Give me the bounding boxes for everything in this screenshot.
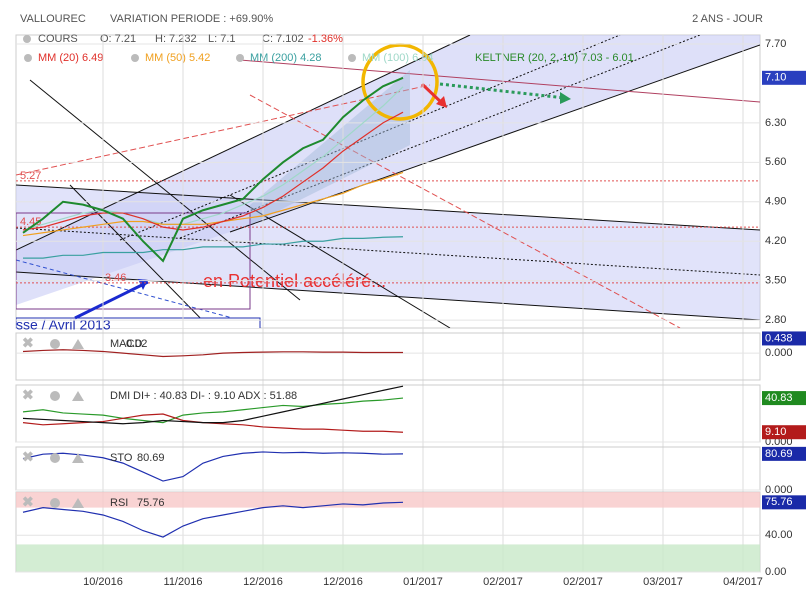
x-tick-label: 10/2016 (83, 576, 123, 588)
panel-title: MACD (110, 338, 142, 350)
series-line (22, 111, 404, 231)
y-tick-label: 4.20 (765, 235, 786, 247)
variation: VARIATION PERIODE : +69.90% (110, 13, 273, 25)
y-tick-label: 5.60 (765, 156, 786, 168)
series-line (22, 451, 404, 482)
x-tick-label: 02/2017 (483, 576, 523, 588)
y-tick-label: 0.000 (765, 484, 793, 496)
series-line (22, 171, 404, 237)
price-marker-label: 0.438 (765, 332, 793, 344)
y-tick-label: 7.70 (765, 38, 786, 50)
price-marker-label: 9.10 (765, 426, 786, 438)
x-tick-label: 03/2017 (643, 576, 683, 588)
price-marker-label: 75.76 (765, 496, 793, 508)
series-line (23, 236, 404, 259)
gear-icon (348, 54, 356, 62)
move-up-icon (72, 339, 84, 349)
x-tick-label: 12/2016 (323, 576, 363, 588)
series-line (22, 501, 404, 538)
series-line (22, 76, 404, 263)
legend-entry: MM (100) 6.94 (362, 52, 434, 64)
ohlc-close: C: 7.102 (262, 33, 304, 45)
settings-icon (50, 339, 60, 349)
level-label: 4.45 (20, 216, 41, 228)
legend-entry: KELTNER (20, 2, 10) 7.03 - 6.01 (475, 52, 634, 64)
y-tick-label: 3.50 (765, 275, 786, 287)
y-tick-label: 6.30 (765, 117, 786, 129)
legend-entry: MM (50) 5.42 (145, 52, 210, 64)
panel-legend: 75.76 (137, 497, 165, 509)
price-marker (762, 70, 806, 85)
ohlc-high: H: 7.232 (155, 33, 197, 45)
y-tick-label: 4.90 (765, 196, 786, 208)
settings-icon (50, 498, 60, 508)
change: -1.36% (308, 33, 343, 45)
series-line (22, 385, 404, 425)
oversold-zone (16, 544, 760, 572)
annotation-note: sse / Avril 2013 (16, 317, 111, 333)
price-marker (762, 446, 806, 461)
x-tick-label: 01/2017 (403, 576, 443, 588)
ohlc-low: L: 7.1 (208, 33, 236, 45)
period[interactable]: 2 ANS - JOUR (692, 13, 763, 25)
close-icon: ✖ (22, 335, 34, 351)
panel-title: DMI (110, 390, 130, 402)
level-label: 5.27 (20, 170, 41, 182)
gear-icon (236, 54, 244, 62)
move-up-icon (72, 453, 84, 463)
y-tick-label: 0.00 (765, 566, 786, 578)
legend-entry: MM (20) 6.49 (38, 52, 103, 64)
x-tick-label: 12/2016 (243, 576, 283, 588)
level-label: 3.46 (105, 272, 126, 284)
panel-legend: 80.69 (137, 452, 165, 464)
ohlc-open: O: 7.21 (100, 33, 136, 45)
x-tick-label: 04/2017 (723, 576, 763, 588)
y-tick-label: 2.80 (765, 314, 786, 326)
y-tick-label: 0.000 (765, 347, 793, 359)
gear-icon (24, 54, 32, 62)
x-tick-label: 02/2017 (563, 576, 603, 588)
series-line (22, 86, 404, 231)
panel-title: STO (110, 452, 133, 464)
x-tick-label: 11/2016 (164, 576, 203, 588)
series-line (22, 397, 404, 424)
close-icon: ✖ (22, 387, 34, 403)
price-marker (762, 391, 806, 406)
y-tick-label: 40.00 (765, 529, 793, 541)
stock-name: VALLOUREC (20, 13, 86, 25)
price-marker (762, 425, 806, 440)
price-marker-label: 80.69 (765, 448, 793, 460)
indicator-panel (15, 332, 761, 381)
overbought-zone (16, 492, 760, 508)
settings-icon (50, 453, 60, 463)
price-marker-label: 40.83 (765, 392, 793, 404)
price-marker (762, 331, 806, 346)
move-up-icon (72, 498, 84, 508)
settings-icon (50, 391, 60, 401)
series-line (22, 349, 403, 358)
panel-title: RSI (110, 497, 128, 509)
close-icon: ✖ (22, 449, 34, 465)
price-marker-label: 7.10 (765, 72, 786, 84)
panel-legend: DI+ : 40.83 DI- : 9.10 ADX : 51.88 (133, 390, 297, 402)
cours-label: COURS (38, 33, 78, 45)
price-marker (762, 495, 806, 510)
gear-icon (131, 54, 139, 62)
close-icon: ✖ (22, 494, 34, 510)
legend-entry: MM (200) 4.28 (250, 52, 322, 64)
gear-icon[interactable] (23, 35, 31, 43)
panel-legend: 0.02 (126, 338, 147, 350)
move-up-icon (72, 391, 84, 401)
